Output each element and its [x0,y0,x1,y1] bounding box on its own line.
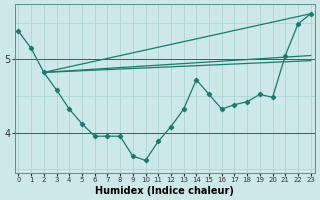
X-axis label: Humidex (Indice chaleur): Humidex (Indice chaleur) [95,186,234,196]
